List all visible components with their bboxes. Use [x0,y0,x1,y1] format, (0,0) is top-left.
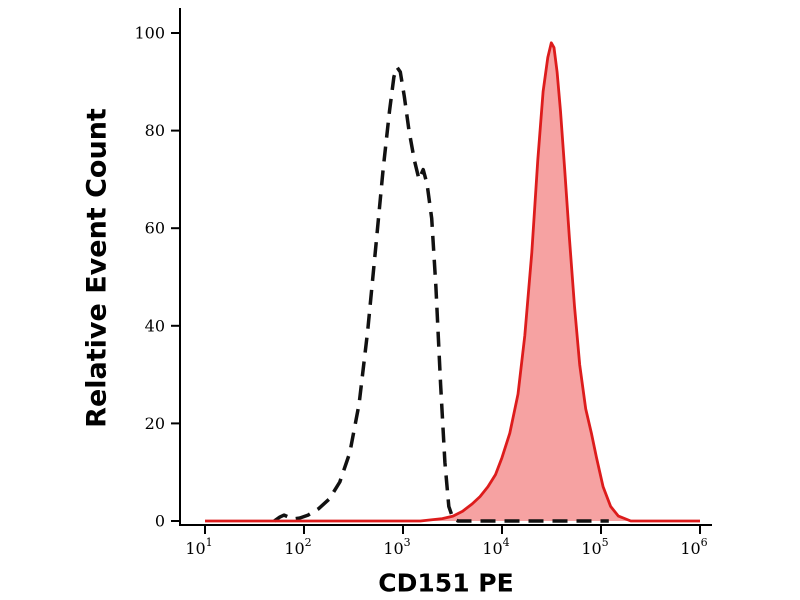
y-tick-label: 0 [155,512,165,531]
unstained-control-curve [273,65,609,523]
y-tick-label: 20 [145,414,165,433]
y-tick-label: 40 [145,316,165,335]
cd151-pe-stained-curve [205,41,700,523]
x-tick-label: 103 [383,536,410,558]
x-axis-label: CD151 PE [378,568,514,598]
x-tick-label: 106 [680,536,707,558]
y-axis-label: Relative Event Count [81,108,113,428]
x-tick-label: 101 [185,536,212,558]
x-tick-label: 105 [581,536,608,558]
y-tick-label: 80 [145,121,165,140]
y-tick-label: 60 [145,219,165,238]
x-tick-label: 102 [284,536,311,558]
y-tick-label: 100 [134,24,165,43]
cd151-pe-stained-fill [205,42,700,522]
x-tick-label: 104 [482,536,509,558]
